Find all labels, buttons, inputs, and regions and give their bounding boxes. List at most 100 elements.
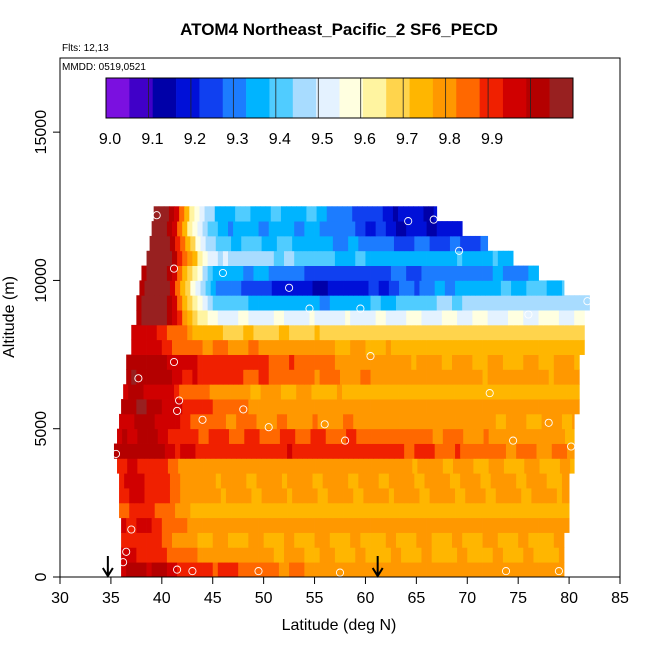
heatmap-cell [195,502,201,519]
heatmap-cell [434,235,441,252]
heatmap-cell [555,384,562,400]
heatmap-cell [350,369,356,385]
heatmap-cell [228,339,234,355]
heatmap-cell [172,562,178,578]
heatmap-cell [530,384,536,400]
heatmap-cell [426,221,433,237]
heatmap-cell [220,443,227,459]
heatmap-cell [363,235,369,252]
heatmap-cell [436,562,443,578]
heatmap-cell [429,235,436,252]
heatmap-cell [390,547,397,563]
heatmap-cell [511,473,517,489]
heatmap-cell [358,413,364,430]
heatmap-cell [324,310,331,326]
heatmap-cell [516,443,522,459]
heatmap-cell [192,250,198,266]
heatmap-cell [492,532,499,548]
heatmap-cell [265,384,272,400]
heatmap-cell [472,265,478,281]
sample-point [264,423,273,432]
heatmap-cell [255,206,261,222]
heatmap-cell [243,324,249,341]
heatmap-cell [243,562,249,578]
heatmap-cell [553,517,560,533]
heatmap-cell [157,458,164,474]
heatmap-cell [482,547,489,563]
heatmap-cell [473,428,479,444]
x-axis-label: Latitude (deg N) [282,617,397,634]
heatmap-cell [263,324,270,341]
heatmap-cell [158,206,165,222]
x-tick-label: 75 [509,590,527,607]
heatmap-cell [163,206,170,222]
sample-point [134,374,143,383]
heatmap-cell [468,428,474,444]
heatmap-cell [151,517,158,533]
colorbar-tick-label: 9.6 [354,131,376,148]
heatmap-cell [373,443,380,459]
heatmap-cell [258,295,265,311]
heatmap-cell [516,488,522,504]
heatmap-cell [197,324,203,341]
heatmap-cell [475,473,481,489]
heatmap-cell [187,562,193,578]
heatmap-cell [396,532,402,548]
heatmap-cell [263,221,270,237]
heatmap-cell [350,250,356,266]
heatmap-cell [579,310,585,326]
heatmap-cell [414,235,420,252]
heatmap-cell [401,339,407,355]
heatmap-cell [462,369,468,385]
heatmap-cell [304,399,310,415]
heatmap-cell [337,413,344,430]
heatmap-cell [199,206,205,222]
heatmap-cell [355,354,361,370]
heatmap-cell [253,324,259,341]
heatmap-cell [544,458,551,474]
heatmap-cell [329,547,336,563]
heatmap-cell [268,295,275,311]
heatmap-cell [312,280,318,296]
heatmap-cell [284,221,290,237]
heatmap-cell [131,354,137,370]
heatmap-cell [253,399,259,415]
heatmap-cell [332,473,339,489]
heatmap-cell [249,428,255,444]
heatmap-cell [355,265,361,281]
heatmap-cell [203,458,210,474]
heatmap-cell [314,221,321,237]
heatmap-cell [388,502,395,519]
heatmap-cell [383,502,390,519]
heatmap-cell [434,488,441,504]
heatmap-cell [511,443,517,459]
heatmap-cell [263,265,270,281]
heatmap-cell [279,428,286,444]
heatmap-cell [444,413,451,430]
heatmap-cell [485,235,489,252]
heatmap-cell [192,517,198,533]
heatmap-cell [416,221,422,237]
heatmap-cell [166,517,173,533]
heatmap-cell [297,502,303,519]
heatmap-cell [497,310,504,326]
heatmap-cell [409,413,415,430]
heatmap-cell [358,235,364,252]
heatmap-cell [182,265,188,281]
heatmap-cell [124,473,130,489]
heatmap-cell [518,339,524,355]
heatmap-cell [564,369,570,385]
heatmap-cell [185,413,191,430]
heatmap-cell [246,235,252,252]
heatmap-cell [355,310,361,326]
heatmap-cell [434,443,441,459]
colorbar-swatch [316,78,340,118]
heatmap-cell [289,339,295,355]
heatmap-cell [564,339,570,355]
heatmap-cell [340,324,346,341]
heatmap-cell [559,458,566,474]
sample-point [509,436,518,445]
heatmap-cell [551,502,558,519]
heatmap-cell [469,384,475,400]
heatmap-cell [256,235,262,252]
